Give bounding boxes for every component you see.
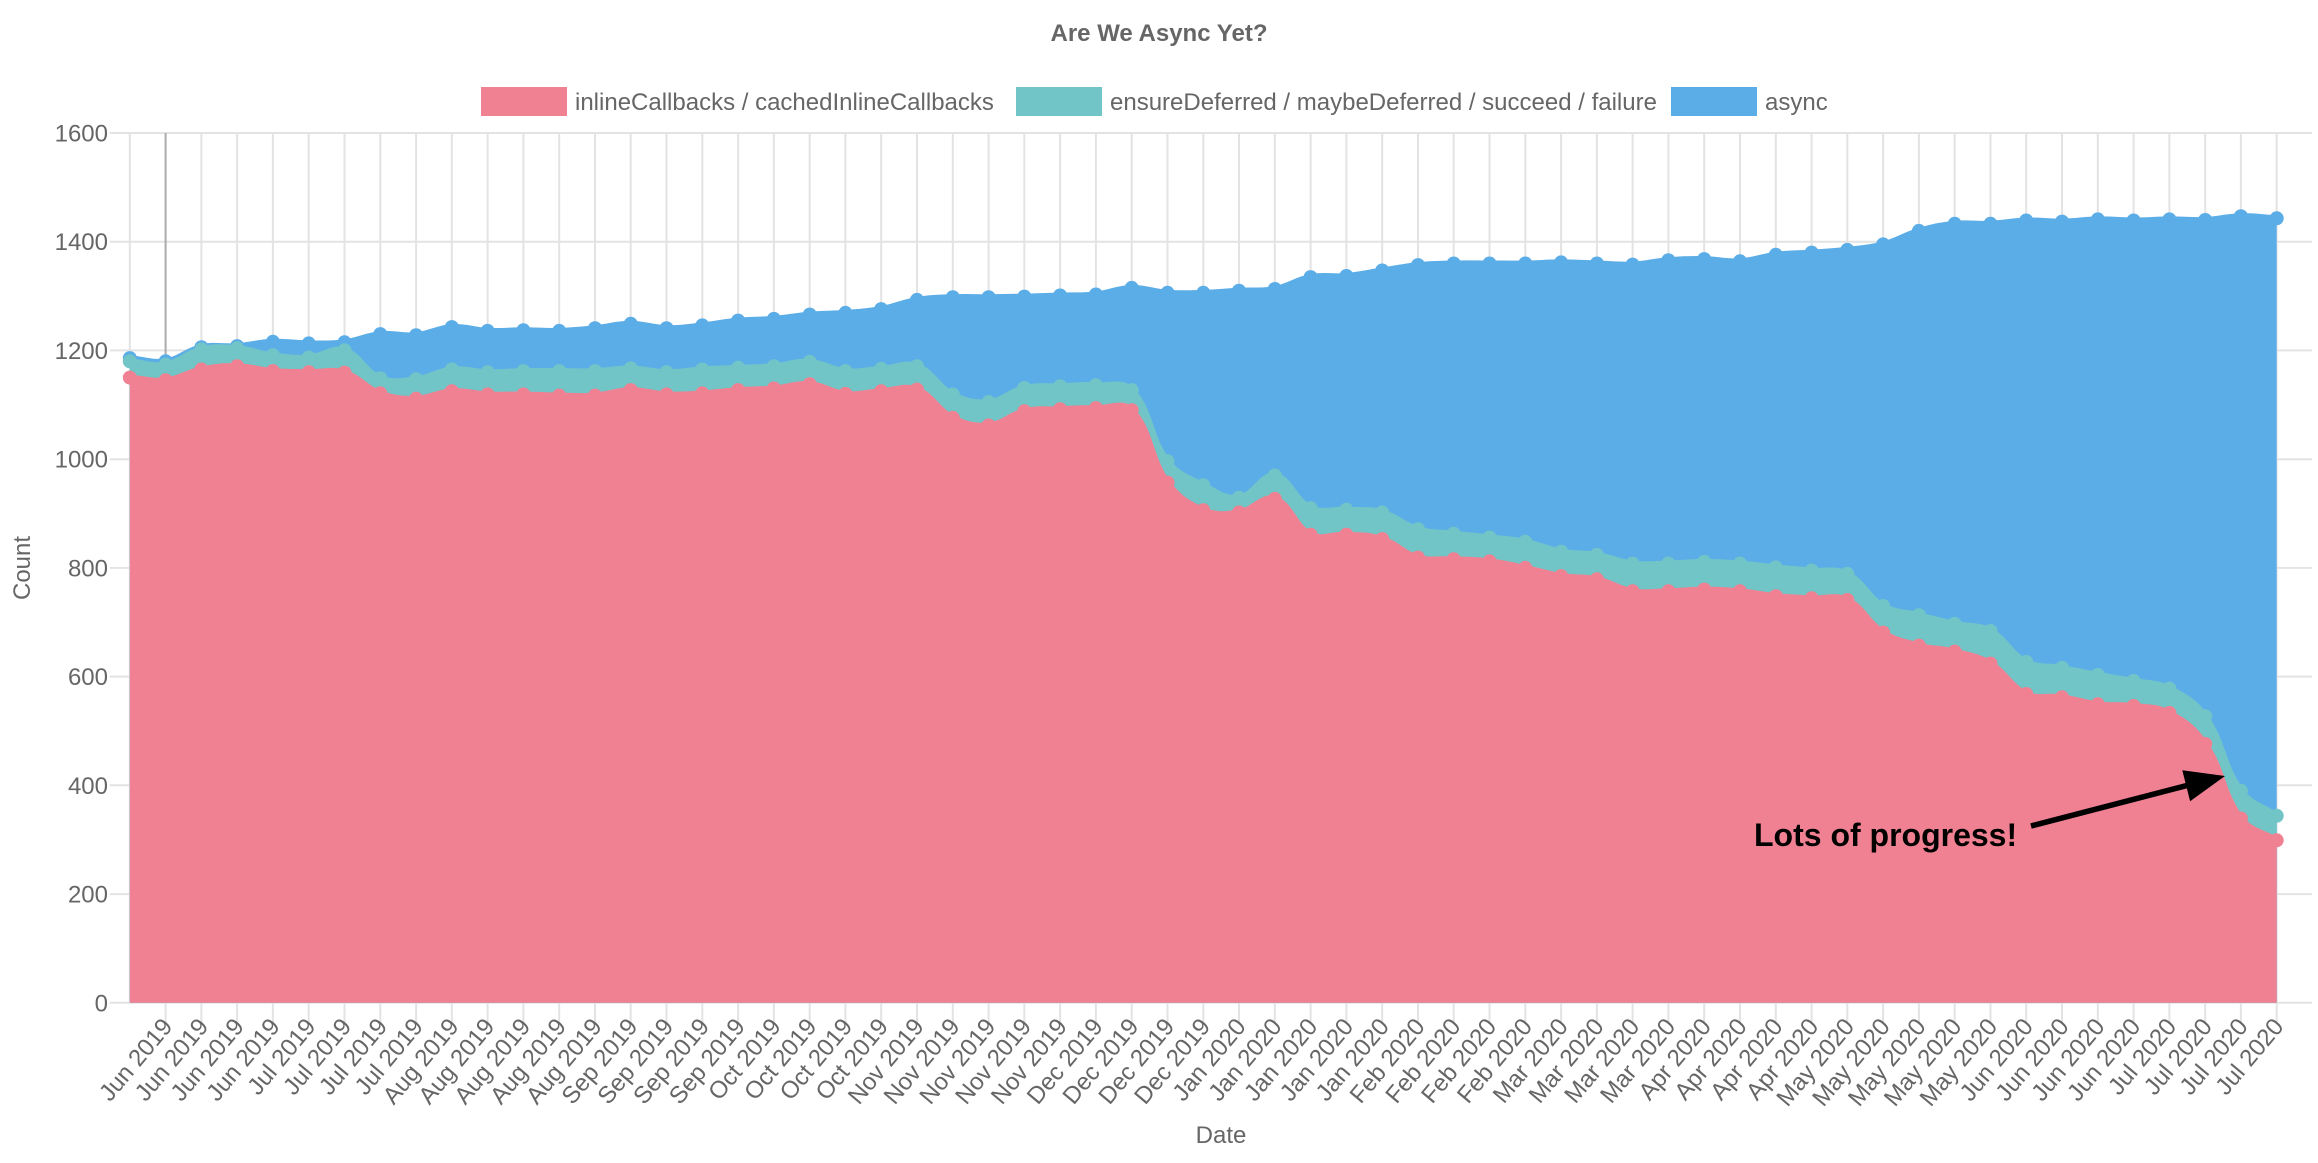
svg-text:inlineCallbacks / cachedInline: inlineCallbacks / cachedInlineCallbacks	[575, 89, 994, 116]
svg-text:Are We Async Yet?: Are We Async Yet?	[1051, 20, 1268, 47]
svg-text:1200: 1200	[55, 338, 108, 365]
svg-text:600: 600	[68, 664, 108, 691]
svg-text:200: 200	[68, 882, 108, 909]
svg-text:800: 800	[68, 555, 108, 582]
svg-text:1000: 1000	[55, 447, 108, 474]
svg-text:Date: Date	[1196, 1122, 1247, 1149]
svg-text:0: 0	[95, 990, 108, 1017]
svg-text:async: async	[1765, 89, 1828, 116]
svg-text:Count: Count	[9, 536, 36, 600]
svg-text:1600: 1600	[55, 121, 108, 148]
svg-text:400: 400	[68, 773, 108, 800]
svg-text:1400: 1400	[55, 229, 108, 256]
svg-text:Lots of progress!: Lots of progress!	[1754, 817, 2017, 853]
svg-text:ensureDeferred / maybeDeferred: ensureDeferred / maybeDeferred / succeed…	[1110, 89, 1657, 116]
